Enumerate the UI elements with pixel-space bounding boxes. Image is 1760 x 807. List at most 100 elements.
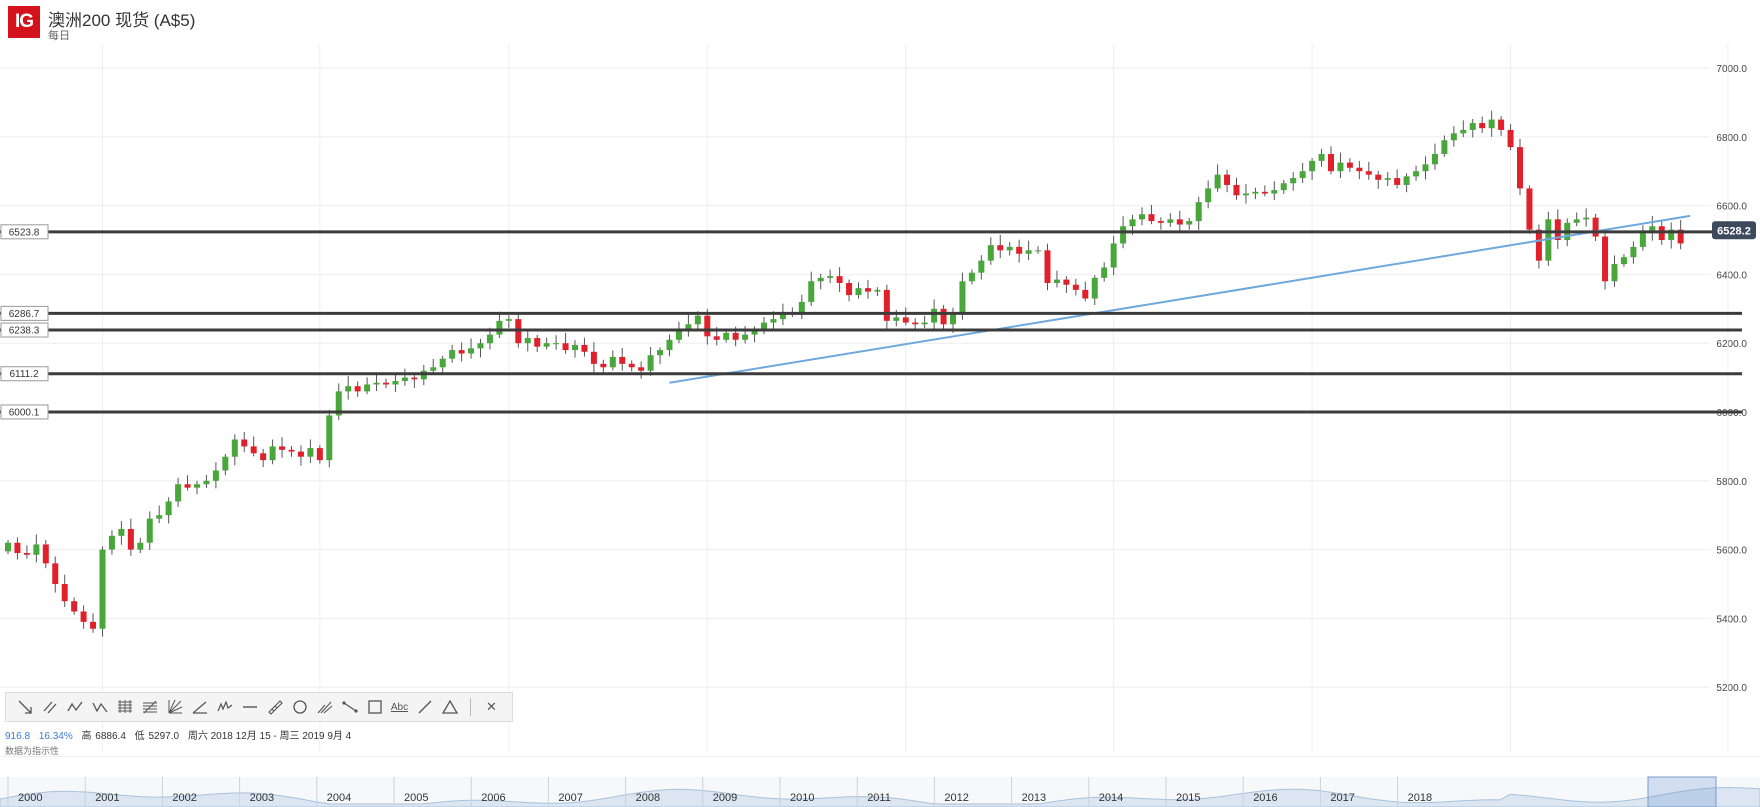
horizontal-line-icon[interactable] (237, 695, 262, 719)
candle-down[interactable] (1082, 289, 1089, 299)
candle-down[interactable] (1517, 147, 1523, 189)
candle-down[interactable] (1261, 191, 1268, 194)
candle-up[interactable] (1242, 193, 1249, 196)
parallel-lines-icon[interactable] (37, 695, 62, 719)
candle-down[interactable] (1375, 174, 1382, 180)
candle-up[interactable] (543, 343, 550, 347)
candle-up[interactable] (572, 344, 578, 351)
candle-up[interactable] (1195, 202, 1202, 222)
candle-up[interactable] (1120, 226, 1127, 244)
candle-down[interactable] (1157, 221, 1164, 223)
candle-up[interactable] (779, 313, 786, 320)
candle-up[interactable] (99, 549, 106, 629)
candle-up[interactable] (307, 448, 314, 457)
timeframe-label[interactable]: 每日 (48, 30, 70, 42)
candle-up[interactable] (5, 542, 11, 552)
candle-down[interactable] (590, 351, 597, 364)
candle-up[interactable] (1035, 250, 1042, 252)
candle-up[interactable] (1639, 233, 1646, 247)
candle-up[interactable] (137, 542, 144, 550)
candle-up[interactable] (770, 319, 777, 323)
candle-up[interactable] (1167, 219, 1174, 223)
candle-up[interactable] (505, 319, 512, 321)
candle-up[interactable] (751, 329, 758, 335)
candle-up[interactable] (1469, 123, 1476, 130)
candle-down[interactable] (354, 386, 361, 392)
candle-down[interactable] (241, 439, 248, 447)
candle-up[interactable] (392, 381, 399, 385)
candle-down[interactable] (1394, 178, 1401, 185)
candle-up[interactable] (1280, 183, 1287, 191)
candle-up[interactable] (874, 289, 881, 292)
candle-up[interactable] (1214, 174, 1221, 189)
candle-down[interactable] (732, 332, 739, 340)
navigator-window[interactable] (1647, 776, 1717, 807)
candle-up[interactable] (335, 391, 342, 416)
candle-down[interactable] (1148, 214, 1155, 222)
candle-up[interactable] (1620, 257, 1627, 265)
candle-down[interactable] (184, 484, 191, 488)
candle-up[interactable] (666, 339, 673, 351)
candle-up[interactable] (1649, 226, 1656, 234)
candle-up[interactable] (1139, 214, 1145, 220)
candle-down[interactable] (1498, 119, 1505, 130)
candle-down[interactable] (1554, 219, 1561, 240)
candle-down[interactable] (846, 283, 853, 296)
candle-up[interactable] (1025, 250, 1032, 254)
arrow-line-icon[interactable] (12, 695, 37, 719)
triangle-icon[interactable] (437, 695, 462, 719)
candle-up[interactable] (524, 338, 531, 344)
candle-down[interactable] (940, 308, 947, 325)
candle-up[interactable] (118, 528, 125, 536)
candle-up[interactable] (1129, 219, 1136, 227)
candle-down[interactable] (52, 563, 59, 584)
candle-down[interactable] (42, 544, 49, 564)
candle-up[interactable] (194, 484, 200, 488)
candle-down[interactable] (562, 343, 569, 351)
candle-down[interactable] (80, 611, 87, 622)
candle-up[interactable] (987, 245, 994, 261)
price-chart[interactable]: 7000.0 6800.0 6600.0 6400.0 6200.0 6000.0 5800… (0, 0, 1760, 757)
candle-down[interactable] (61, 584, 68, 602)
candle-up[interactable] (1384, 178, 1391, 180)
candle-up[interactable] (326, 415, 333, 461)
candle-up[interactable] (486, 334, 493, 344)
candle-down[interactable] (14, 542, 21, 554)
candle-down[interactable] (279, 446, 286, 450)
candle-down[interactable] (1063, 279, 1070, 285)
candle-up[interactable] (798, 301, 805, 313)
candle-up[interactable] (1403, 176, 1410, 185)
line-icon[interactable] (412, 695, 437, 719)
candle-down[interactable] (534, 338, 541, 347)
candle-up[interactable] (609, 356, 616, 368)
candle-down[interactable] (713, 336, 720, 340)
candle-down[interactable] (864, 288, 871, 292)
gann-fan-icon[interactable] (162, 695, 187, 719)
candle-up[interactable] (222, 456, 229, 471)
candle-up[interactable] (1422, 164, 1429, 172)
candle-up[interactable] (1450, 133, 1457, 141)
candle-down[interactable] (90, 621, 97, 629)
candle-up[interactable] (553, 343, 560, 345)
candle-down[interactable] (1346, 162, 1353, 168)
candle-up[interactable] (212, 470, 219, 481)
candle-up[interactable] (968, 272, 975, 282)
candle-up[interactable] (373, 382, 380, 385)
candle-up[interactable] (468, 348, 475, 354)
candle-up[interactable] (1006, 246, 1013, 251)
candle-down[interactable] (1677, 229, 1684, 244)
candle-down[interactable] (1224, 174, 1231, 185)
candle-up[interactable] (364, 384, 371, 392)
candle-up[interactable] (1091, 277, 1098, 299)
candle-up[interactable] (401, 377, 408, 382)
candle-up[interactable] (950, 313, 956, 325)
candle-up[interactable] (893, 317, 900, 321)
candle-down[interactable] (250, 446, 257, 454)
candle-up[interactable] (345, 386, 352, 392)
candle-down[interactable] (1602, 236, 1609, 282)
abcd-pattern-icon[interactable] (87, 695, 112, 719)
candle-down[interactable] (127, 528, 134, 550)
candle-down[interactable] (1233, 184, 1240, 196)
candle-down[interactable] (23, 553, 30, 555)
candle-down[interactable] (71, 601, 78, 612)
